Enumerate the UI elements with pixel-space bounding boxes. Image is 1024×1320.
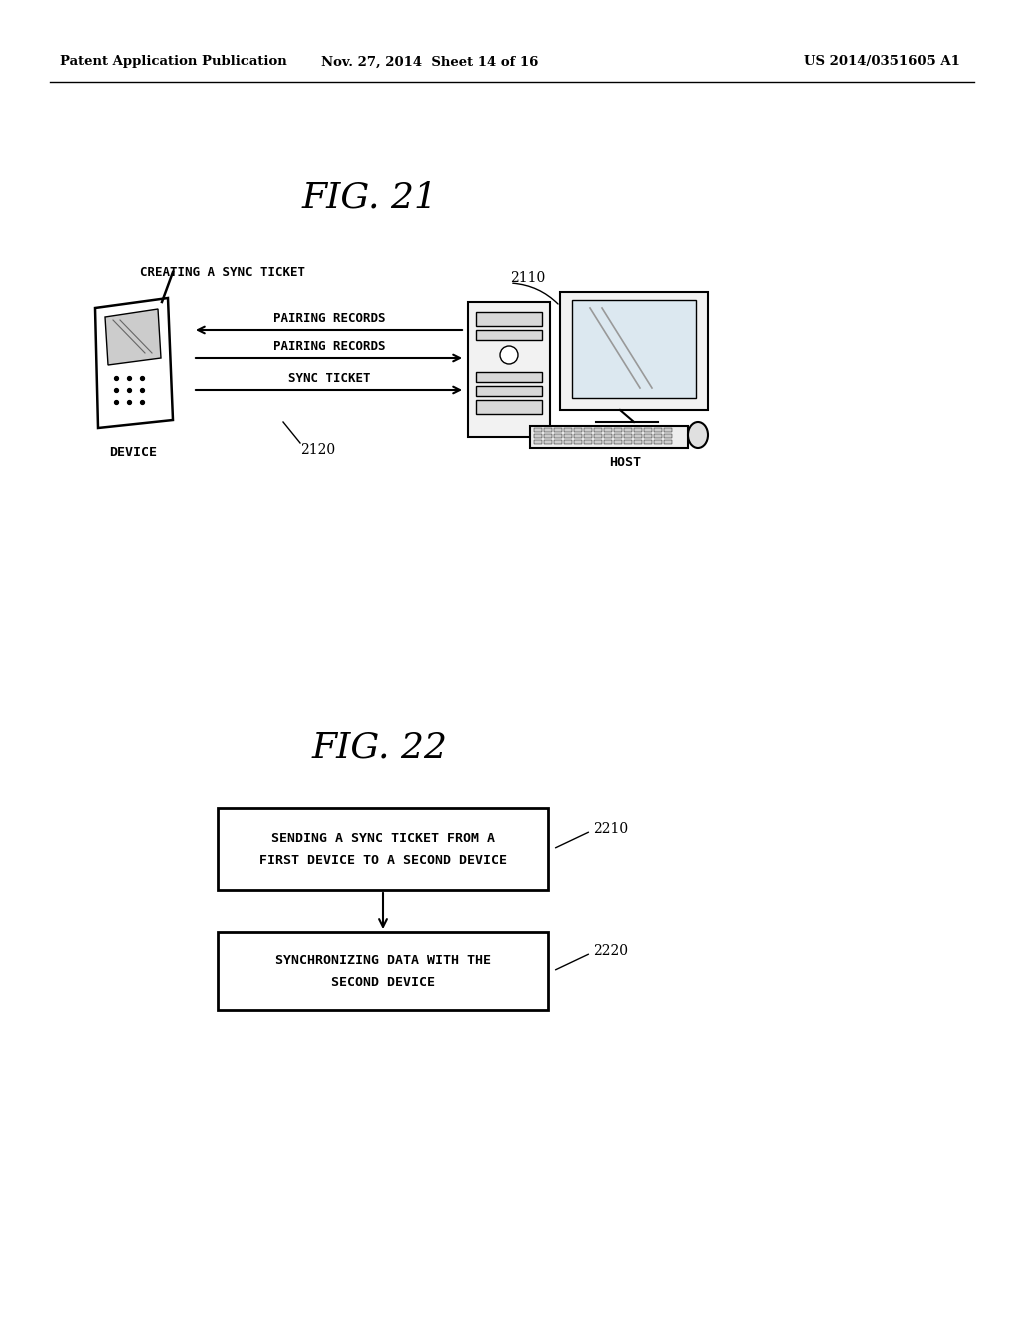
Text: SECOND DEVICE: SECOND DEVICE: [331, 975, 435, 989]
Bar: [664, 434, 672, 438]
Bar: [534, 434, 542, 438]
Text: 2210: 2210: [593, 822, 628, 836]
Text: 2120: 2120: [300, 444, 336, 457]
Text: FIRST DEVICE TO A SECOND DEVICE: FIRST DEVICE TO A SECOND DEVICE: [259, 854, 507, 866]
Bar: [534, 428, 542, 432]
Bar: [594, 434, 602, 438]
Bar: [584, 428, 592, 432]
Bar: [614, 440, 622, 444]
Circle shape: [500, 346, 518, 364]
Bar: [584, 434, 592, 438]
Bar: [554, 440, 562, 444]
Ellipse shape: [688, 422, 708, 447]
Bar: [530, 426, 688, 447]
Text: 2110: 2110: [510, 271, 545, 285]
Bar: [604, 434, 612, 438]
Bar: [644, 434, 652, 438]
Bar: [544, 428, 552, 432]
Bar: [654, 440, 662, 444]
Bar: [468, 302, 550, 437]
Bar: [614, 428, 622, 432]
Bar: [476, 312, 542, 326]
Text: US 2014/0351605 A1: US 2014/0351605 A1: [804, 55, 961, 69]
Bar: [564, 440, 572, 444]
Bar: [476, 385, 542, 396]
Bar: [574, 428, 582, 432]
Text: Nov. 27, 2014  Sheet 14 of 16: Nov. 27, 2014 Sheet 14 of 16: [322, 55, 539, 69]
Text: SYNC TICKET: SYNC TICKET: [288, 372, 371, 385]
Bar: [554, 428, 562, 432]
Bar: [634, 428, 642, 432]
Bar: [654, 434, 662, 438]
Bar: [476, 372, 542, 381]
Polygon shape: [105, 309, 161, 366]
Bar: [476, 330, 542, 341]
Bar: [604, 440, 612, 444]
Bar: [564, 428, 572, 432]
Text: Patent Application Publication: Patent Application Publication: [60, 55, 287, 69]
Bar: [564, 434, 572, 438]
Text: FIG. 22: FIG. 22: [312, 731, 449, 766]
Bar: [624, 440, 632, 444]
Bar: [554, 434, 562, 438]
Bar: [574, 434, 582, 438]
Text: PAIRING RECORDS: PAIRING RECORDS: [272, 313, 385, 326]
Text: DEVICE: DEVICE: [109, 446, 157, 458]
Bar: [584, 440, 592, 444]
Bar: [574, 440, 582, 444]
Bar: [604, 428, 612, 432]
Text: HOST: HOST: [609, 455, 641, 469]
Text: PAIRING RECORDS: PAIRING RECORDS: [272, 341, 385, 354]
Text: SYNCHRONIZING DATA WITH THE: SYNCHRONIZING DATA WITH THE: [275, 953, 490, 966]
Bar: [644, 428, 652, 432]
Bar: [634, 440, 642, 444]
Bar: [560, 292, 708, 411]
Bar: [624, 434, 632, 438]
Bar: [594, 440, 602, 444]
Bar: [218, 808, 548, 890]
Bar: [544, 434, 552, 438]
Bar: [624, 428, 632, 432]
Bar: [664, 428, 672, 432]
Bar: [218, 932, 548, 1010]
Text: FIG. 21: FIG. 21: [302, 181, 438, 215]
Text: SENDING A SYNC TICKET FROM A: SENDING A SYNC TICKET FROM A: [271, 832, 495, 845]
Bar: [644, 440, 652, 444]
Bar: [594, 428, 602, 432]
Text: CREATING A SYNC TICKET: CREATING A SYNC TICKET: [140, 265, 305, 279]
Bar: [654, 428, 662, 432]
Text: 2220: 2220: [593, 944, 628, 958]
Bar: [476, 400, 542, 414]
Bar: [534, 440, 542, 444]
Polygon shape: [95, 298, 173, 428]
Bar: [634, 434, 642, 438]
Bar: [664, 440, 672, 444]
Bar: [544, 440, 552, 444]
Bar: [614, 434, 622, 438]
Bar: [572, 300, 696, 399]
